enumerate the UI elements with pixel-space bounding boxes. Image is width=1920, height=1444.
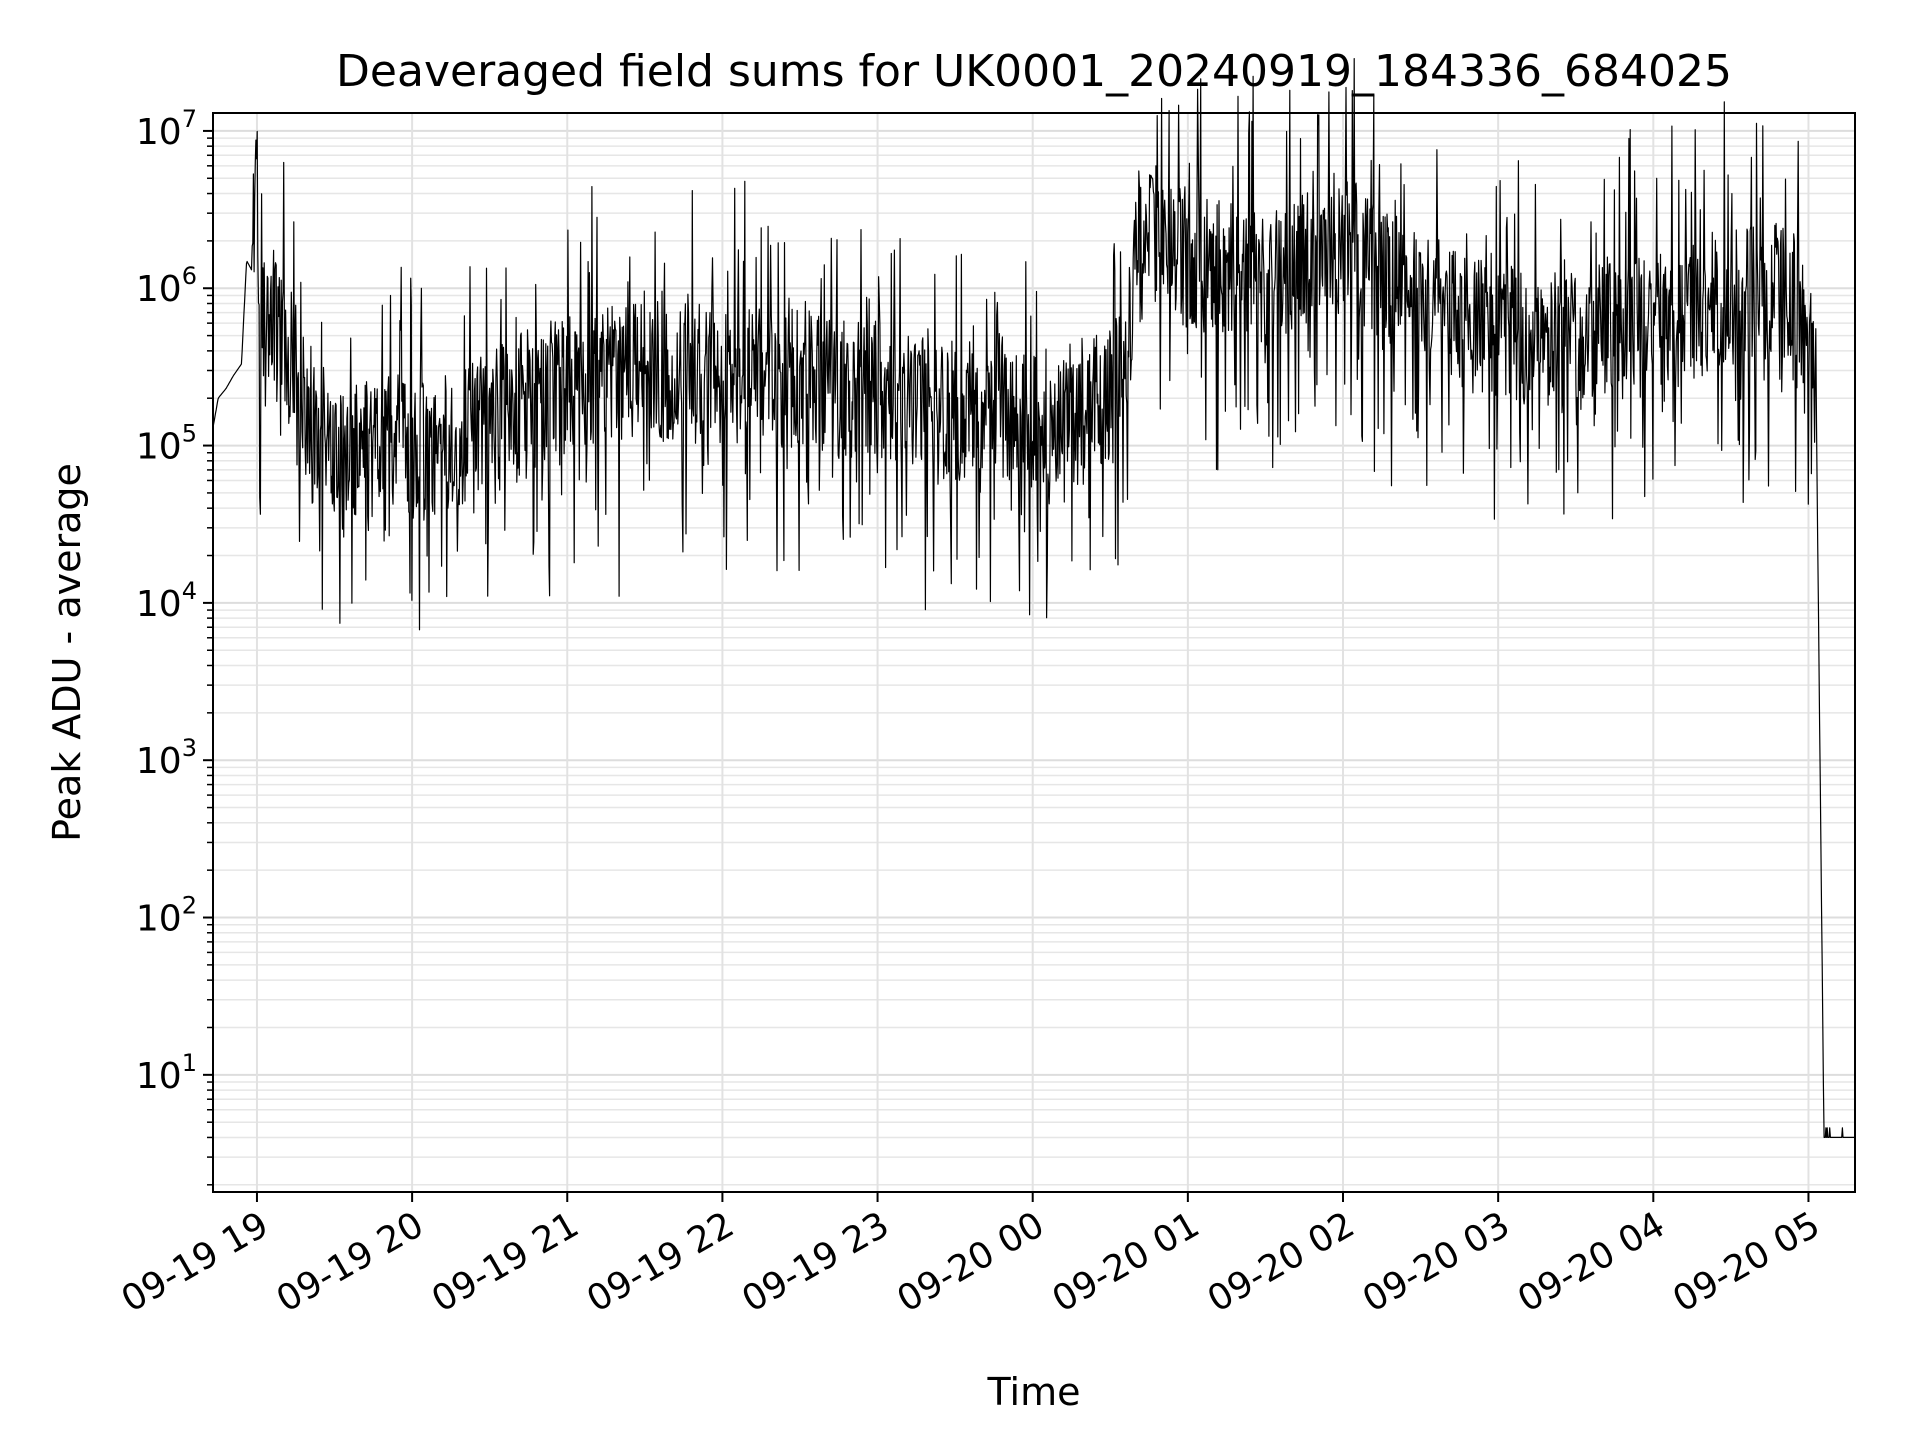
y-tick-label: 102 [136,892,197,940]
grid-layer [213,113,1855,1192]
y-tick-label: 103 [136,734,197,782]
chart-title: Deaveraged field sums for UK0001_2024091… [336,46,1732,97]
y-axis-label: Peak ADU - average [45,463,89,842]
plot-frame [212,112,1856,1193]
y-tick-label: 104 [136,577,197,625]
data-layer [212,58,1855,1138]
series-line-0 [212,58,1855,1138]
y-tick-label: 105 [136,420,197,468]
y-tick-label: 106 [136,262,197,310]
y-tick-label: 101 [136,1049,197,1097]
y-tick-label: 107 [136,105,197,153]
x-axis-label: Time [987,1370,1081,1414]
